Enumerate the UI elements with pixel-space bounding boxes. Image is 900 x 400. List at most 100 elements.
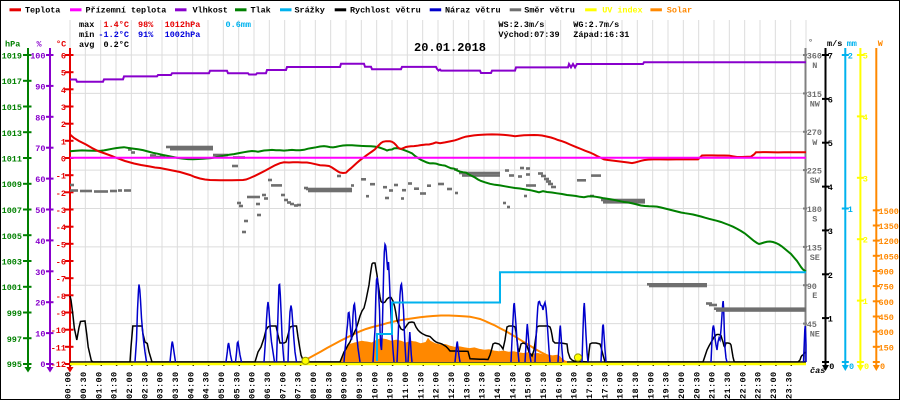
svg-text:02:30: 02:30: [140, 371, 150, 399]
svg-text:20:30: 20:30: [692, 371, 702, 399]
svg-text:18:00: 18:00: [616, 371, 626, 399]
svg-text:0: 0: [864, 362, 869, 372]
svg-text:-8: -8: [56, 292, 66, 302]
svg-text:23:00: 23:00: [769, 371, 779, 399]
svg-text:13:30: 13:30: [478, 371, 488, 399]
svg-text:S: S: [812, 215, 817, 225]
svg-text:min: min: [79, 30, 94, 40]
svg-text:16:30: 16:30: [570, 371, 580, 399]
svg-text:avg: avg: [79, 40, 94, 50]
svg-text:1: 1: [848, 205, 853, 215]
svg-text:11:30: 11:30: [416, 371, 426, 399]
svg-text:mm: mm: [847, 39, 857, 49]
svg-text:0: 0: [40, 360, 45, 370]
svg-text:1350: 1350: [879, 222, 899, 232]
svg-text:270: 270: [807, 128, 822, 138]
svg-text:-11: -11: [51, 343, 66, 353]
svg-text:150: 150: [879, 343, 894, 353]
svg-text:08:30: 08:30: [324, 371, 334, 399]
svg-text:04:30: 04:30: [202, 371, 212, 399]
svg-text:-5: -5: [56, 240, 66, 250]
svg-text:100: 100: [30, 52, 45, 62]
svg-text:18:30: 18:30: [631, 371, 641, 399]
svg-text:E: E: [812, 291, 817, 301]
svg-text:Solar: Solar: [667, 6, 692, 16]
svg-text:45: 45: [807, 320, 817, 330]
svg-text:135: 135: [807, 243, 822, 253]
svg-text:2: 2: [863, 236, 868, 246]
svg-text:315: 315: [807, 90, 822, 100]
svg-text:5: 5: [828, 139, 833, 149]
svg-text:1200: 1200: [879, 237, 899, 247]
svg-text:01:30: 01:30: [110, 371, 120, 399]
svg-text:16:00: 16:00: [554, 371, 564, 399]
svg-text:995: 995: [7, 360, 22, 370]
svg-text:1001: 1001: [2, 283, 22, 293]
svg-text:Rychlost větru: Rychlost větru: [350, 6, 421, 16]
svg-text:22:00: 22:00: [738, 371, 748, 399]
svg-text:Východ:07:39: Východ:07:39: [498, 30, 559, 40]
svg-text:Západ:16:31: Západ:16:31: [573, 30, 629, 40]
svg-text:1007: 1007: [2, 206, 22, 216]
svg-text:5: 5: [61, 69, 66, 79]
svg-text:Teplota: Teplota: [25, 6, 60, 16]
svg-text:08:00: 08:00: [309, 371, 319, 399]
svg-text:15:30: 15:30: [539, 371, 549, 399]
svg-text:06:00: 06:00: [248, 371, 258, 399]
svg-text:W: W: [812, 138, 818, 148]
svg-text:6: 6: [61, 52, 66, 62]
svg-text:1013: 1013: [2, 129, 22, 139]
svg-text:07:00: 07:00: [278, 371, 288, 399]
svg-text:15:00: 15:00: [524, 371, 534, 399]
svg-text:600: 600: [879, 298, 894, 308]
svg-text:1500: 1500: [879, 207, 899, 217]
svg-text:1002hPa: 1002hPa: [165, 30, 201, 40]
svg-text:N: N: [812, 61, 817, 71]
svg-text:300: 300: [879, 328, 894, 338]
svg-text:90: 90: [807, 282, 817, 292]
svg-text:7: 7: [828, 52, 833, 62]
svg-text:17:00: 17:00: [585, 371, 595, 399]
svg-text:30: 30: [35, 268, 45, 278]
svg-text:10: 10: [35, 330, 45, 340]
svg-text:60: 60: [35, 175, 45, 185]
svg-text:0: 0: [61, 155, 66, 165]
svg-text:%: %: [37, 40, 43, 50]
svg-text:05:00: 05:00: [217, 371, 227, 399]
svg-text:01:00: 01:00: [94, 371, 104, 399]
svg-text:5: 5: [863, 52, 868, 62]
svg-text:1.4°C: 1.4°C: [103, 20, 129, 30]
svg-text:10:30: 10:30: [386, 371, 396, 399]
svg-text:999: 999: [7, 309, 22, 319]
svg-text:1015: 1015: [2, 103, 22, 113]
svg-text:čas: čas: [810, 366, 825, 376]
svg-text:00:30: 00:30: [79, 371, 89, 399]
svg-text:98%: 98%: [138, 20, 154, 30]
svg-text:180: 180: [807, 205, 822, 215]
svg-text:22:30: 22:30: [754, 371, 764, 399]
svg-text:1012hPa: 1012hPa: [165, 20, 201, 30]
svg-text:-9: -9: [56, 309, 66, 319]
svg-text:997: 997: [7, 335, 22, 345]
svg-text:m/s: m/s: [827, 39, 842, 49]
svg-text:-10: -10: [51, 326, 66, 336]
svg-text:450: 450: [879, 313, 894, 323]
svg-text:40: 40: [35, 237, 45, 247]
svg-text:14:30: 14:30: [508, 371, 518, 399]
svg-text:20.01.2018: 20.01.2018: [414, 41, 486, 55]
svg-text:Vlhkost: Vlhkost: [193, 6, 228, 16]
svg-text:WS:2.3m/s: WS:2.3m/s: [498, 20, 544, 30]
svg-text:Směr větru: Směr větru: [524, 6, 575, 16]
svg-text:Tlak: Tlak: [251, 6, 271, 16]
svg-text:21:30: 21:30: [723, 371, 733, 399]
svg-text:1019: 1019: [2, 52, 22, 62]
svg-text:Přízemní teplota: Přízemní teplota: [86, 6, 167, 16]
svg-text:SW: SW: [810, 176, 821, 186]
svg-text:Náraz větru: Náraz větru: [445, 6, 501, 16]
svg-text:3: 3: [863, 174, 868, 184]
svg-text:17:30: 17:30: [600, 371, 610, 399]
svg-text:20:00: 20:00: [677, 371, 687, 399]
svg-text:6: 6: [828, 95, 833, 105]
svg-text:12:00: 12:00: [432, 371, 442, 399]
svg-text:max: max: [79, 20, 94, 30]
